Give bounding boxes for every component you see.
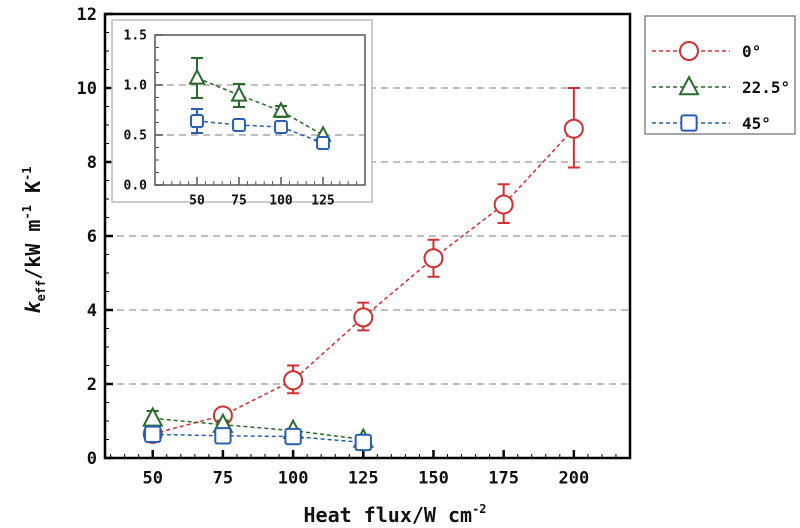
legend-item: 22.5° — [652, 74, 790, 97]
data-point — [284, 427, 302, 446]
x-tick-label: 175 — [488, 469, 519, 489]
series-triangle — [188, 57, 332, 142]
plot-frame — [154, 34, 366, 186]
x-tick-label: 125 — [311, 194, 334, 209]
y-tick-label: 0 — [87, 449, 97, 469]
data-point — [353, 307, 374, 328]
y-tick-label: 10 — [77, 79, 97, 99]
plot-frame — [103, 12, 632, 460]
inset-box — [111, 19, 373, 203]
data-point — [274, 120, 288, 134]
x-tick-label: 150 — [418, 469, 449, 489]
legend-label: 45° — [742, 114, 771, 133]
x-tick-label: 100 — [269, 194, 293, 209]
y-axis-label: keff/kW m-1 K-1 — [20, 167, 48, 314]
data-point — [354, 433, 372, 452]
data-point — [493, 194, 514, 215]
legend-label: 22.5° — [742, 78, 790, 97]
x-tick-label: 200 — [558, 469, 589, 489]
legend-marker-triangle — [678, 74, 700, 96]
legend-label: 0° — [742, 42, 761, 61]
data-point — [214, 427, 232, 445]
data-point — [190, 114, 204, 128]
data-point — [272, 101, 290, 118]
y-tick-label: 12 — [77, 5, 97, 25]
data-point — [144, 425, 162, 443]
series-line — [152, 417, 364, 441]
legend-marker-square — [680, 114, 698, 132]
y-tick-label: 8 — [87, 153, 97, 173]
y-tick-label: 2 — [87, 375, 97, 395]
data-point — [142, 406, 164, 427]
x-tick-label: 100 — [278, 469, 309, 489]
y-tick-label: 0.0 — [124, 179, 148, 194]
y-tick-label: 1.5 — [124, 29, 147, 44]
data-point — [423, 248, 444, 269]
y-tick-label: 6 — [87, 227, 97, 247]
y-tick-label: 1.0 — [124, 79, 148, 94]
series-square — [144, 425, 372, 452]
x-tick-label: 125 — [348, 469, 379, 489]
legend-item: 45° — [652, 114, 771, 133]
series-line — [196, 120, 324, 144]
x-tick-label: 50 — [189, 194, 205, 209]
series-line — [196, 77, 324, 136]
series-square — [190, 108, 330, 150]
data-point — [316, 136, 330, 150]
y-tick-label: 0.5 — [124, 129, 147, 144]
x-axis-label: Heat flux/W cm-2 — [303, 502, 486, 527]
data-point — [230, 85, 248, 102]
data-point — [232, 118, 246, 132]
legend: 0° 22.5° 45° — [644, 15, 796, 135]
y-tick-label: 4 — [87, 301, 97, 321]
series-line — [152, 433, 364, 444]
x-tick-label: 75 — [213, 469, 233, 489]
data-point — [188, 68, 206, 85]
legend-item: 0° — [652, 41, 761, 61]
data-point — [563, 118, 584, 139]
x-tick-label: 50 — [142, 469, 162, 489]
x-tick-label: 75 — [231, 194, 247, 209]
data-point — [283, 370, 304, 391]
legend-marker-circle — [679, 41, 699, 61]
